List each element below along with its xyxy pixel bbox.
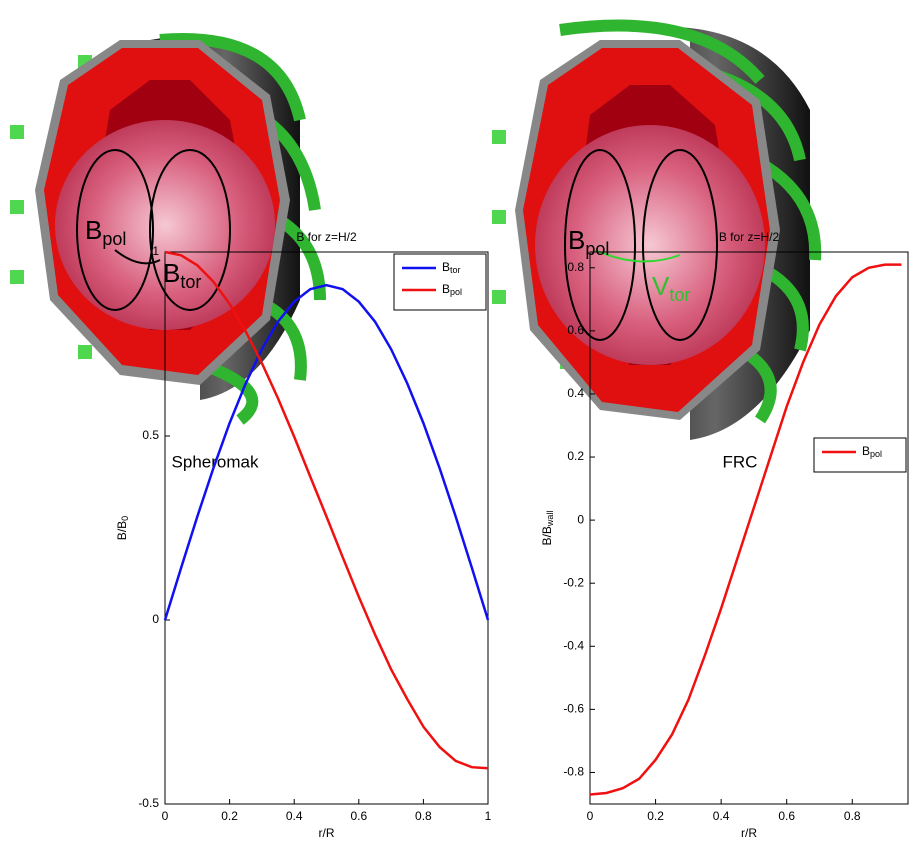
x-tick-label: 0 — [587, 809, 594, 823]
chart-title: B for z=H/2 — [296, 230, 357, 244]
y-tick-label: 0.4 — [567, 386, 584, 400]
y-tick-label: -0.6 — [563, 702, 584, 716]
text-sub: wall — [545, 511, 555, 528]
text-base: B — [442, 282, 450, 296]
field-label: Bpol — [85, 215, 126, 249]
text-base: B — [442, 260, 450, 274]
legend-box — [393, 253, 487, 311]
label-sub: tor — [669, 285, 690, 305]
series-line — [164, 250, 489, 770]
plot-frame — [589, 251, 909, 805]
x-axis-label: r/R — [319, 826, 335, 840]
legend-label: Btor — [442, 260, 461, 275]
field-label: Vtor — [652, 271, 690, 305]
x-tick-label: 0.6 — [350, 809, 367, 823]
legend-box — [813, 437, 907, 473]
x-tick-label: 0.4 — [713, 809, 730, 823]
series-line — [589, 263, 902, 796]
x-tick-label: 0.2 — [221, 809, 238, 823]
x-tick-label: 0.4 — [286, 809, 303, 823]
series-line — [163, 283, 490, 621]
field-label: Btor — [163, 258, 201, 292]
text-sub: pol — [450, 287, 462, 297]
label-base: B — [568, 225, 585, 255]
text-base: B/B — [540, 526, 554, 545]
line-chart: B for z=H/2 0 0.2 0.4 0.6 0.8 -0.8 -0.6 -0.4 -0.2… — [540, 230, 909, 840]
y-tick-label: 0.6 — [567, 323, 584, 337]
label-base: B — [85, 215, 102, 245]
label-sub: pol — [585, 239, 609, 259]
y-tick-label: 0.8 — [567, 260, 584, 274]
label-base: V — [652, 271, 670, 301]
x-axis-label: r/R — [741, 826, 757, 840]
x-tick-label: 0.6 — [778, 809, 795, 823]
x-tick-label: 1 — [485, 809, 492, 823]
field-label: Bpol — [568, 225, 609, 259]
y-tick-label: 0 — [152, 612, 159, 626]
text-base: B/B — [115, 521, 129, 540]
line-chart: B for z=H/20 0.2 0.4 0.6 0.8 1-0.500.51r/RB/B… — [115, 230, 491, 840]
x-tick-label: 0.8 — [415, 809, 432, 823]
y-tick-label: 0.2 — [567, 449, 584, 463]
label-sub: pol — [102, 229, 126, 249]
frc-illustration: Bpol Vtor FRC — [492, 19, 822, 471]
x-tick-label: 0 — [162, 809, 169, 823]
y-tick-label: -0.2 — [563, 575, 584, 589]
y-axis-label: B/B0 — [115, 516, 130, 540]
y-tick-label: -0.5 — [138, 796, 159, 810]
legend-label: Bpol — [862, 444, 882, 459]
y-tick-label: -0.8 — [563, 765, 584, 779]
y-tick-label: 0 — [577, 512, 584, 526]
y-tick-label: -0.4 — [563, 638, 584, 652]
caption: FRC — [723, 452, 758, 471]
text-base: B — [862, 444, 870, 458]
text-sub: pol — [870, 449, 882, 459]
y-tick-label: 0.5 — [142, 428, 159, 442]
text-sub: tor — [450, 265, 461, 275]
y-tick-label: 1 — [152, 244, 159, 258]
legend-label: Bpol — [442, 282, 462, 297]
plot-frame — [164, 251, 489, 805]
y-axis-label: B/Bwall — [540, 511, 555, 546]
x-tick-label: 0.8 — [844, 809, 861, 823]
label-sub: tor — [180, 272, 201, 292]
text-sub: 0 — [120, 516, 130, 521]
x-tick-label: 0.2 — [647, 809, 664, 823]
chart-title: B for z=H/2 — [719, 230, 780, 244]
label-base: B — [163, 258, 180, 288]
